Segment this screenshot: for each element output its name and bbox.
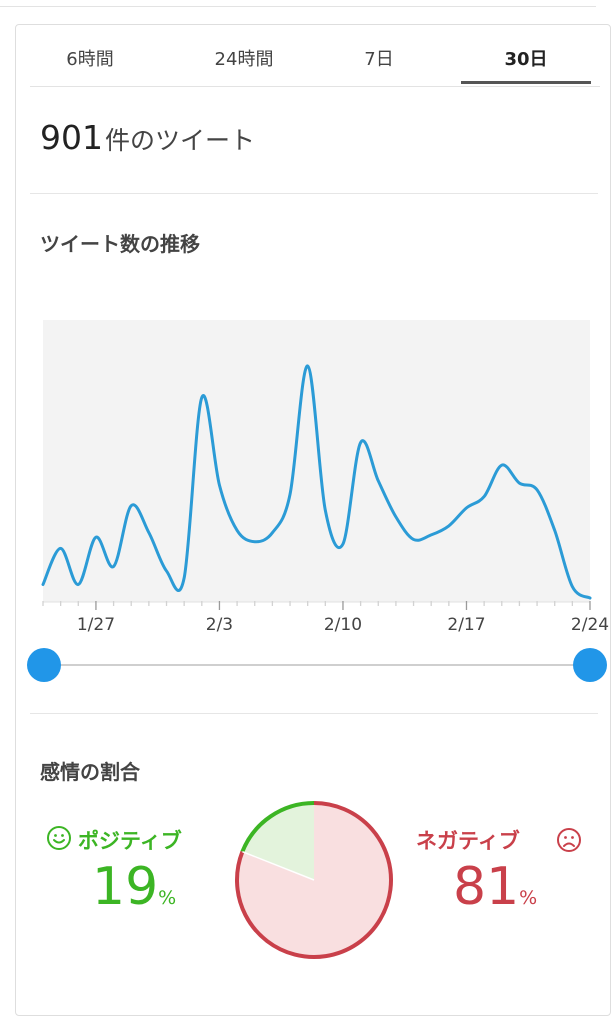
chart-plot-area (43, 320, 590, 602)
negative-percent: 81% (453, 857, 538, 917)
negative-label: ネガティブ (416, 829, 520, 853)
x-tick-label: 2/24 (571, 615, 609, 635)
sad-face-icon (557, 828, 581, 852)
tweet-count-label: 件のツイート (105, 126, 256, 155)
tab-7d[interactable]: 7日 (364, 49, 394, 70)
x-tick-label: 2/10 (324, 615, 362, 635)
range-start-handle[interactable] (27, 648, 61, 682)
divider (30, 713, 598, 714)
positive-percent: 19% (92, 857, 177, 917)
series-line (41, 364, 592, 600)
range-end-handle[interactable] (573, 648, 607, 682)
positive-slice (242, 803, 314, 880)
x-tick-label: 2/3 (206, 615, 233, 635)
x-tick-label: 1/27 (77, 615, 115, 635)
sentiment-pie-chart (235, 801, 393, 959)
negative-arc (235, 801, 393, 959)
slice-divider (242, 850, 315, 881)
tab-30d[interactable]: 30日 (461, 40, 591, 84)
tab-6h[interactable]: 6時間 (66, 49, 114, 70)
trend-title: ツイート数の推移 (40, 232, 200, 256)
sentiment-title: 感情の割合 (40, 760, 140, 784)
positive-arc (240, 801, 315, 853)
time-range-tabs: 6時間 24時間 7日 30日 (30, 40, 600, 87)
tweet-count-number: 901 (40, 118, 103, 157)
x-tick-label: 2/17 (447, 615, 485, 635)
tweet-trend-chart: 1/27 2/3 2/10 2/17 2/24 (41, 364, 609, 635)
tweet-count: 901件のツイート (40, 118, 255, 168)
top-divider (0, 6, 596, 7)
positive-label: ポジティブ (78, 829, 182, 853)
smile-icon (47, 826, 71, 850)
date-range-slider-track[interactable] (45, 664, 590, 666)
divider (30, 193, 598, 194)
tab-24h[interactable]: 24時間 (214, 49, 274, 70)
